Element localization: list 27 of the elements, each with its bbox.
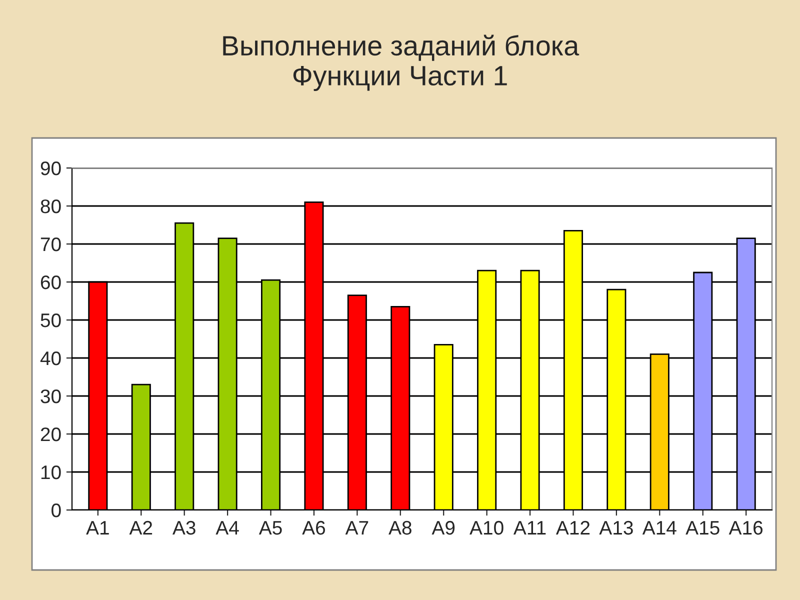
y-tick-label: 0: [52, 503, 61, 518]
x-tick-label: A11: [513, 521, 546, 535]
y-tick-label: 70: [40, 237, 61, 252]
x-tick-label: A16: [728, 520, 763, 535]
x-tick-label: A1: [86, 521, 109, 535]
x-tick-label: A8: [388, 520, 412, 535]
chart-title: Выполнение заданий блока Функции Части 1: [223, 34, 580, 92]
x-tick-label: A15: [686, 521, 720, 535]
x-tick-label: A5: [258, 521, 282, 535]
y-tick-label: 90: [40, 161, 61, 176]
x-tick-label: A3: [172, 520, 196, 535]
y-tick-label: 20: [40, 427, 61, 442]
x-tick-label: A6: [302, 520, 326, 535]
y-tick-label: 40: [40, 351, 61, 366]
x-tick-label: A2: [129, 520, 152, 535]
x-tick-label: A10: [470, 520, 504, 535]
x-tick-label: A14: [642, 521, 676, 535]
x-tick-label: A7: [345, 521, 368, 535]
y-tick-label: 50: [40, 313, 61, 328]
y-tick-label: 30: [40, 389, 61, 404]
y-tick-label: 60: [40, 275, 61, 290]
x-tick-label: A12: [556, 520, 590, 535]
x-tick-label: A13: [599, 520, 633, 535]
x-tick-label: A4: [216, 521, 239, 535]
x-tick-label: A9: [432, 520, 455, 535]
y-tick-label: 80: [40, 199, 61, 214]
y-tick-label: 10: [41, 465, 61, 480]
